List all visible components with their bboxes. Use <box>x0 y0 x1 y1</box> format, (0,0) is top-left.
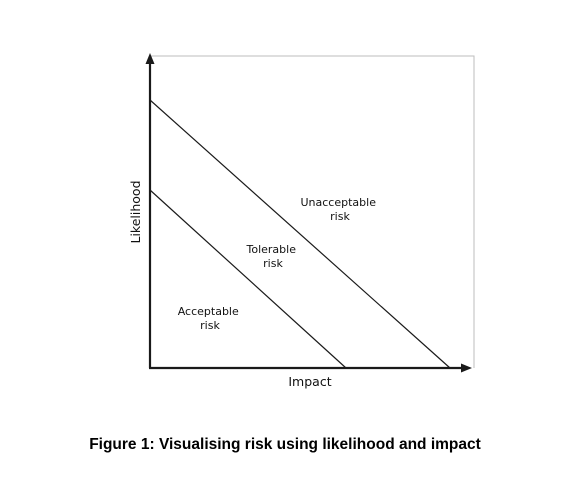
tolerable-risk-label: Tolerable risk <box>246 243 300 270</box>
boundary-line-upper <box>149 99 451 369</box>
acceptable-risk-label: Acceptable risk <box>178 305 243 332</box>
y-axis-arrowhead <box>145 53 155 64</box>
boundary-line-lower <box>149 189 347 369</box>
unacceptable-risk-label: Unacceptable risk <box>301 196 380 223</box>
x-axis-arrowhead <box>461 363 472 373</box>
figure-caption: Figure 1: Visualising risk using likelih… <box>89 436 481 453</box>
x-axis-label: Impact <box>288 374 331 389</box>
y-axis-label: Likelihood <box>128 180 143 243</box>
plot-frame <box>150 55 475 368</box>
